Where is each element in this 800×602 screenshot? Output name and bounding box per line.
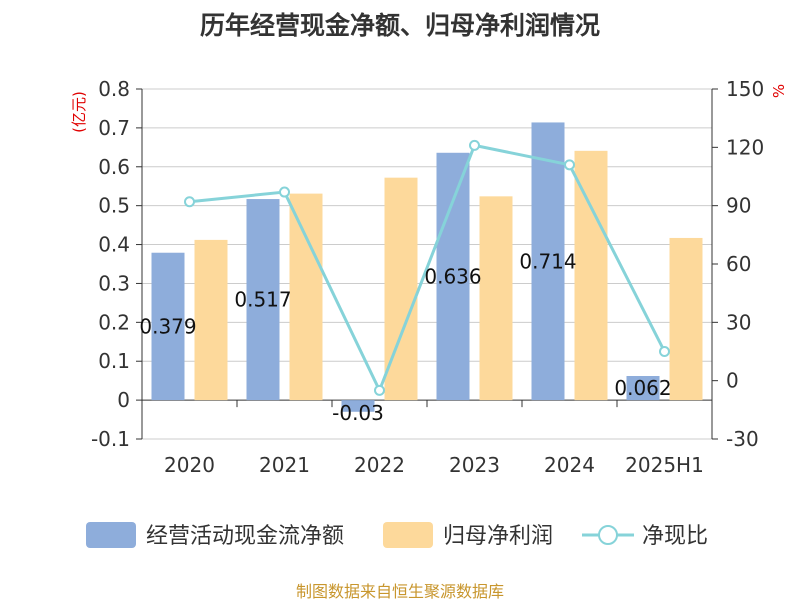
category-label: 2025H1 [625, 453, 704, 477]
category-label: 2020 [164, 453, 215, 477]
legend-ratio-label: 净现比 [642, 524, 708, 549]
right-tick-label: 120 [726, 135, 764, 159]
right-tick-label: 30 [726, 310, 751, 334]
net-profit-bar [669, 237, 703, 401]
data-source: 制图数据来自恒生聚源数据库 [295, 582, 504, 601]
right-tick-label: 60 [726, 252, 751, 276]
cashflow-bar [246, 199, 280, 401]
ratio-line [184, 139, 670, 396]
left-tick-label: 0.6 [98, 155, 130, 179]
ratio-point [469, 139, 480, 151]
left-tick-label: 0.8 [98, 77, 130, 101]
cashflow-data-label: -0.03 [332, 401, 384, 425]
left-tick-label: 0.2 [98, 310, 130, 334]
chart-title: 历年经营现金净额、归母净利润情况 [199, 11, 600, 40]
legend-ratio-swatch-marker [598, 525, 618, 545]
left-tick-label: 0.5 [98, 194, 130, 218]
legend-net-profit-swatch [383, 522, 433, 548]
category-label: 2022 [354, 453, 405, 477]
right-tick-label: -30 [726, 427, 759, 451]
left-axis-unit: (亿元) [70, 91, 88, 133]
net-profit-bar [479, 196, 513, 401]
ratio-point [184, 196, 195, 208]
cashflow-bar [626, 376, 660, 401]
cashflow-data-label: 0.517 [234, 288, 291, 312]
left-tick-label: 0.1 [98, 349, 130, 373]
right-axis-unit: % [770, 84, 788, 98]
left-tick-label: -0.1 [91, 427, 130, 451]
legend-cashflow-swatch [86, 522, 136, 548]
left-tick-label: 0.7 [98, 116, 130, 140]
ratio-point [374, 384, 385, 396]
bars [151, 122, 703, 412]
axes: -0.1 0 0.1 0.2 0.3 0.4 0.5 0.6 0.7 0.8 -30 0 30 60 90 1… [70, 77, 788, 477]
legend-net-profit-label: 归母净利润 [443, 524, 553, 549]
cashflow-data-label: 0.636 [424, 264, 481, 288]
category-label: 2023 [449, 453, 500, 477]
net-profit-bar [194, 239, 228, 401]
cashflow-bar [151, 252, 185, 401]
cashflow-bar [436, 152, 470, 401]
category-label: 2021 [259, 453, 310, 477]
data-labels: 0.379 0.517 -0.03 0.636 0.714 0.062 [139, 249, 671, 425]
net-profit-bar [289, 193, 323, 401]
right-tick-label: 0 [726, 369, 739, 393]
cashflow-bar [531, 122, 565, 401]
ratio-point [659, 346, 670, 357]
left-tick-label: 0.4 [98, 233, 130, 257]
ratio-point [279, 186, 290, 198]
legend-cashflow-label: 经营活动现金流净额 [146, 524, 344, 549]
ratio-line-path [189, 143, 666, 395]
net-profit-bar [574, 150, 608, 401]
ratio-point [564, 159, 575, 171]
legend: 经营活动现金流净额 归母净利润 净现比 [86, 522, 708, 549]
right-tick-label: 90 [726, 194, 751, 218]
left-tick-label: 0 [117, 388, 130, 412]
right-tick-label: 150 [726, 77, 764, 101]
cashflow-data-label: 0.062 [614, 376, 671, 400]
category-label: 2024 [544, 453, 595, 477]
cashflow-data-label: 0.714 [519, 249, 576, 273]
cashflow-data-label: 0.379 [139, 314, 196, 338]
left-tick-label: 0.3 [98, 271, 130, 295]
cashflow-bar [341, 400, 375, 412]
